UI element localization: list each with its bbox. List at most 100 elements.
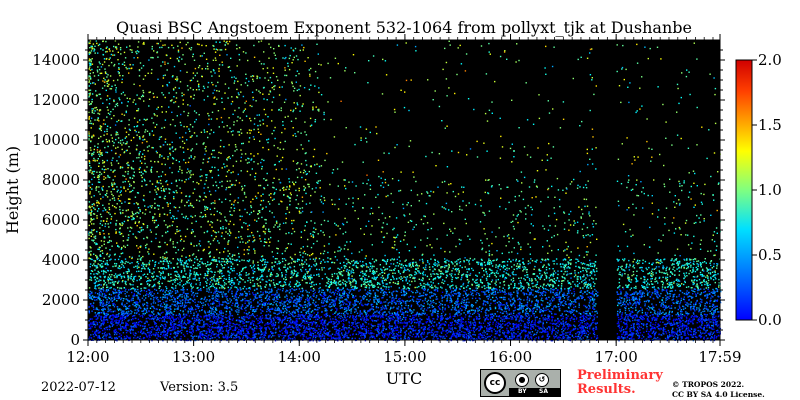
data-point bbox=[491, 338, 494, 340]
data-point bbox=[399, 316, 402, 318]
data-point bbox=[458, 323, 460, 325]
data-point bbox=[298, 296, 301, 298]
data-point bbox=[234, 299, 237, 301]
data-point bbox=[716, 322, 718, 324]
data-point bbox=[103, 338, 105, 340]
data-point bbox=[667, 329, 670, 332]
data-point bbox=[358, 290, 360, 292]
data-point bbox=[473, 312, 475, 314]
data-point bbox=[288, 306, 290, 309]
data-point bbox=[596, 335, 598, 337]
data-point bbox=[625, 328, 627, 330]
data-point bbox=[691, 315, 693, 317]
data-point bbox=[315, 317, 317, 319]
data-point bbox=[521, 315, 523, 317]
data-point bbox=[338, 320, 340, 323]
data-point bbox=[685, 316, 688, 318]
data-point bbox=[88, 295, 90, 297]
data-point bbox=[451, 333, 454, 336]
data-point bbox=[321, 318, 324, 321]
data-point bbox=[708, 332, 711, 334]
data-point bbox=[113, 333, 116, 336]
data-point bbox=[159, 317, 161, 319]
data-point bbox=[446, 332, 448, 334]
data-point bbox=[548, 335, 551, 338]
data-point bbox=[212, 332, 214, 334]
data-point bbox=[408, 300, 410, 302]
data-point bbox=[476, 327, 479, 330]
data-point bbox=[282, 311, 285, 314]
data-point bbox=[181, 327, 183, 329]
data-point bbox=[569, 319, 572, 322]
data-point bbox=[476, 316, 478, 318]
data-point bbox=[340, 295, 342, 297]
data-point bbox=[647, 333, 650, 335]
data-point bbox=[112, 324, 114, 326]
data-point bbox=[628, 319, 630, 321]
data-point bbox=[309, 330, 311, 333]
data-point bbox=[125, 312, 128, 315]
data-point bbox=[182, 323, 184, 325]
data-point bbox=[653, 336, 656, 338]
data-point bbox=[335, 329, 337, 331]
data-point bbox=[340, 320, 342, 322]
data-point bbox=[519, 333, 521, 335]
data-point bbox=[472, 333, 474, 336]
data-point bbox=[495, 325, 497, 327]
data-point bbox=[593, 336, 596, 338]
data-point bbox=[339, 330, 341, 332]
data-point bbox=[430, 325, 433, 328]
data-point bbox=[258, 327, 261, 330]
data-point bbox=[205, 332, 207, 335]
data-point bbox=[203, 325, 206, 327]
data-point bbox=[404, 326, 406, 328]
data-point bbox=[133, 315, 135, 317]
data-point bbox=[234, 327, 237, 329]
data-point bbox=[686, 317, 688, 319]
data-point bbox=[654, 328, 656, 330]
data-point bbox=[711, 324, 713, 327]
data-point bbox=[135, 337, 137, 339]
data-point bbox=[282, 318, 284, 321]
data-point bbox=[693, 318, 695, 320]
data-point bbox=[590, 323, 593, 325]
data-point bbox=[114, 304, 116, 306]
data-point bbox=[295, 321, 297, 324]
data-point bbox=[162, 335, 164, 337]
data-point bbox=[677, 318, 680, 320]
data-point bbox=[668, 317, 670, 320]
data-point bbox=[415, 292, 417, 294]
data-point bbox=[594, 310, 596, 313]
data-point bbox=[621, 337, 624, 339]
data-point bbox=[522, 320, 525, 323]
data-point bbox=[104, 334, 106, 336]
data-point bbox=[191, 333, 193, 335]
data-point bbox=[485, 314, 487, 316]
data-point bbox=[210, 334, 212, 336]
data-point bbox=[528, 317, 530, 319]
data-point bbox=[692, 318, 694, 320]
data-point bbox=[504, 324, 506, 326]
data-point bbox=[692, 336, 694, 338]
data-point bbox=[262, 331, 264, 334]
data-point bbox=[508, 338, 510, 340]
data-point bbox=[665, 331, 667, 333]
data-point bbox=[363, 318, 366, 321]
data-point bbox=[264, 331, 266, 334]
data-point bbox=[672, 335, 674, 337]
data-point bbox=[295, 324, 298, 326]
data-point bbox=[182, 317, 184, 319]
data-point bbox=[217, 316, 220, 319]
data-point bbox=[352, 315, 355, 317]
data-point bbox=[528, 314, 530, 316]
data-point bbox=[320, 321, 323, 323]
data-point bbox=[362, 334, 364, 336]
data-point bbox=[329, 330, 331, 332]
data-point bbox=[105, 338, 107, 340]
data-point bbox=[152, 305, 155, 308]
data-point bbox=[715, 321, 717, 323]
data-point bbox=[396, 326, 399, 329]
data-point bbox=[630, 327, 632, 329]
data-point bbox=[643, 331, 645, 333]
data-point bbox=[631, 335, 634, 337]
